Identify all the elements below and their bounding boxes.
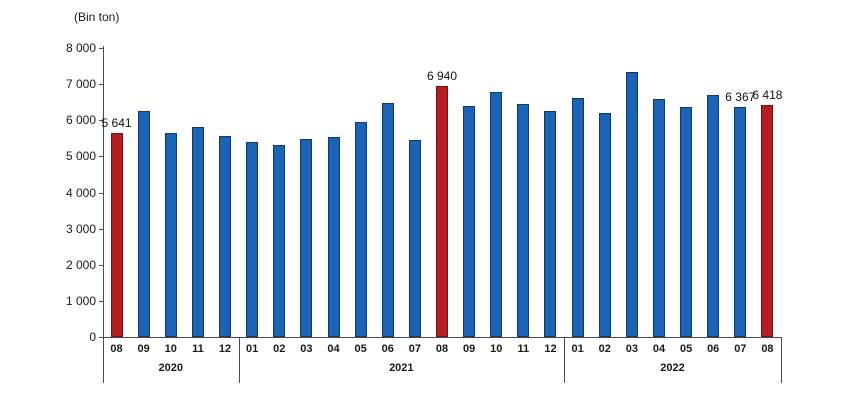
month-label-2022-03: 03 (625, 343, 638, 355)
bar-2021-08 (436, 86, 448, 337)
y-tick-mark (99, 84, 103, 86)
bar-2021-06 (381, 103, 394, 337)
y-tick-mark (99, 120, 103, 122)
bar-2020-11 (191, 127, 204, 337)
y-tick-label: 3 000 (65, 221, 96, 236)
bar-2020-08 (110, 133, 123, 337)
y-tick-mark (99, 300, 103, 302)
y-tick-label: 5 000 (65, 149, 96, 164)
y-tick-label: 1 000 (65, 293, 96, 308)
month-label-2021-08: 08 (435, 343, 449, 355)
y-tick-mark (99, 337, 103, 338)
bar-2022-08 (761, 105, 774, 337)
bar-2020-10 (164, 133, 177, 337)
y-tick-label: 0 (89, 330, 96, 344)
bar-2022-05 (680, 107, 693, 337)
y-tick-label: 4 000 (65, 185, 96, 200)
y-tick-label: 8 000 (65, 41, 96, 55)
bar-value-label-2020-08: 5 641 (101, 116, 132, 131)
month-label-2020-11: 11 (192, 343, 204, 355)
bar-2021-11 (517, 104, 530, 337)
month-label-2022-05: 05 (679, 343, 693, 355)
year-group-separator (238, 337, 240, 383)
month-label-2021-12: 12 (544, 343, 557, 355)
bar-2021-01 (246, 141, 259, 337)
month-label-2021-06: 06 (381, 343, 394, 355)
bar-2022-02 (598, 113, 611, 337)
year-group-separator (781, 337, 782, 383)
month-label-2021-02: 02 (273, 343, 286, 355)
month-label-2021-07: 07 (408, 343, 421, 355)
bar-value-label-2021-08: 6 940 (426, 69, 458, 84)
y-tick-label: 2 000 (65, 257, 96, 272)
month-label-2022-04: 04 (652, 343, 666, 355)
y-tick-mark (99, 156, 103, 158)
month-label-2021-05: 05 (354, 343, 367, 355)
month-label-2021-10: 10 (490, 343, 503, 355)
y-tick-mark (99, 264, 103, 266)
bar-2022-06 (707, 94, 720, 337)
bar-2022-03 (625, 72, 638, 337)
x-axis-line (103, 337, 782, 338)
y-tick-mark (99, 48, 103, 49)
year-group-separator (564, 337, 566, 383)
bar-value-label-2022-07: 6 367 (725, 89, 756, 104)
bar-2022-04 (652, 99, 665, 337)
month-label-2020-10: 10 (164, 343, 177, 355)
month-label-2021-04: 04 (327, 343, 340, 355)
bar-2020-09 (137, 110, 150, 337)
month-label-2022-06: 06 (707, 343, 720, 355)
bar-2020-12 (219, 135, 232, 337)
bar-2021-04 (327, 137, 340, 337)
unit-label: (Bin ton) (74, 10, 120, 24)
y-tick-label: 6 000 (65, 113, 96, 128)
month-label-2021-09: 09 (462, 343, 476, 355)
month-label-2021-03: 03 (300, 343, 313, 355)
month-label-2022-07: 07 (734, 343, 747, 355)
year-label-2020: 2020 (158, 362, 184, 374)
year-label-2021: 2021 (389, 362, 414, 374)
bar-2021-02 (273, 145, 286, 337)
bar-value-label-2022-08: 6 418 (752, 88, 783, 103)
month-label-2020-09: 09 (137, 343, 150, 355)
bar-2021-03 (300, 139, 313, 337)
month-label-2021-11: 11 (517, 343, 530, 355)
month-label-2022-02: 02 (598, 343, 611, 355)
bar-2022-01 (571, 97, 584, 337)
month-label-2021-01: 01 (246, 343, 259, 355)
bar-2021-10 (490, 92, 503, 337)
plot-area: 5 641 6 940 6 367 6 418 (102, 48, 782, 337)
month-label-2022-08: 08 (761, 343, 774, 355)
year-label-2022: 2022 (660, 362, 685, 374)
bar-2021-12 (544, 110, 557, 337)
y-axis-line (103, 46, 104, 337)
bar-2021-05 (354, 122, 367, 337)
y-tick-mark (99, 192, 103, 194)
y-tick-mark (99, 228, 103, 230)
month-label-2020-12: 12 (218, 343, 232, 355)
bar-2022-07 (734, 107, 747, 337)
year-group-separator (103, 337, 104, 383)
month-label-2022-01: 01 (571, 343, 584, 355)
month-label-2020-08: 08 (110, 343, 123, 355)
bar-2021-07 (408, 140, 421, 337)
y-tick-label: 7 000 (65, 77, 96, 92)
bar-2021-09 (463, 105, 476, 337)
